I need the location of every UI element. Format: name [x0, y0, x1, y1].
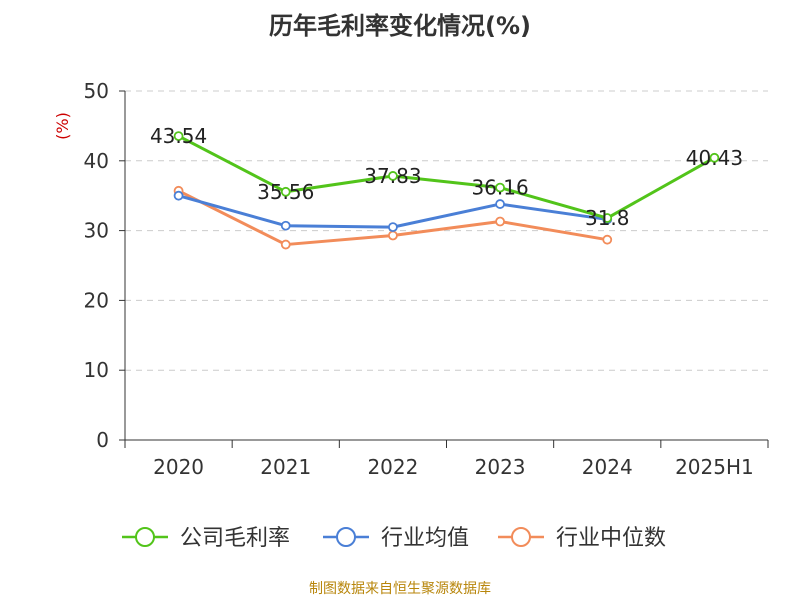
y-tick-label: 40: [84, 149, 109, 173]
data-point: [495, 199, 505, 209]
data-label: 36.16: [471, 176, 528, 200]
y-tick-label: 10: [84, 358, 109, 382]
data-label: 31.8: [585, 206, 630, 230]
source-note: 制图数据来自恒生聚源数据库: [309, 581, 491, 597]
data-label: 35.56: [257, 180, 314, 204]
y-axis-label: (%): [53, 112, 72, 140]
x-tick-label: 2022: [367, 455, 418, 479]
data-label: 37.83: [364, 164, 421, 188]
data-point: [602, 234, 613, 245]
data-point: [173, 131, 184, 141]
data-point: [709, 152, 720, 163]
legend-label: 行业均值: [381, 526, 469, 551]
legend-label: 行业中位数: [556, 526, 666, 551]
data-point: [280, 186, 291, 197]
data-point: [388, 222, 398, 233]
legend-marker: [336, 527, 356, 547]
data-label: 40.43: [686, 146, 743, 170]
series-line: [177, 134, 716, 220]
x-tick-label: 2025H1: [675, 455, 754, 479]
chart-title: 历年毛利率变化情况(%): [269, 12, 531, 40]
data-point: [388, 171, 398, 181]
y-tick-label: 0: [96, 428, 109, 452]
legend-marker: [135, 527, 155, 547]
y-tick-label: 50: [84, 79, 109, 103]
data-point: [173, 190, 184, 201]
y-tick-label: 20: [84, 288, 109, 312]
x-tick-label: 2021: [260, 455, 311, 479]
y-tick-label: 30: [84, 219, 109, 243]
legend-label: 公司毛利率: [180, 526, 290, 551]
data-point: [495, 182, 505, 193]
data-label: 43.54: [150, 124, 207, 148]
data-point: [280, 220, 291, 231]
x-tick-label: 2024: [582, 455, 633, 479]
data-point: [388, 230, 398, 241]
data-point: [495, 216, 505, 227]
data-point: [602, 213, 613, 223]
legend-marker: [511, 527, 531, 547]
x-tick-label: 2023: [475, 455, 526, 479]
x-tick-label: 2020: [153, 455, 204, 479]
data-point: [280, 239, 291, 250]
